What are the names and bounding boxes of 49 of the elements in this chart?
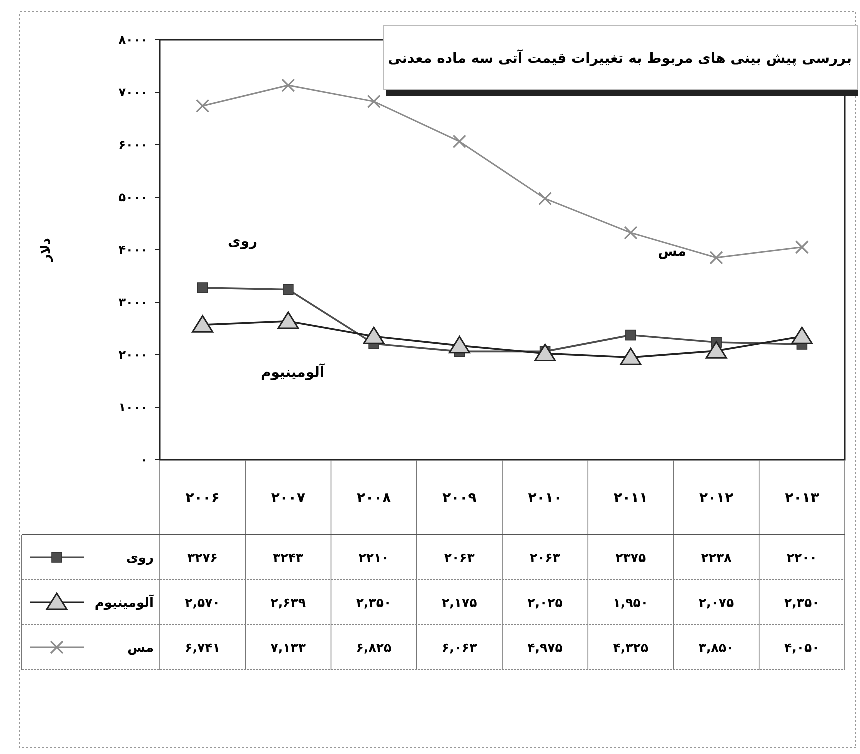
y-tick-label: ۳۰۰۰ [118,296,148,310]
x-tick-label: ۲۰۰۷ [271,490,306,506]
data-label: ۲,۱۷۵ [442,594,478,610]
x-tick-label: ۲۰۱۳ [785,490,820,506]
x-tick-label: ۲۰۰۶ [186,490,220,506]
data-label: ۲,۰۷۵ [698,594,735,610]
data-label: ۲,۳۵۰ [784,594,820,610]
y-tick-label: ۱۰۰۰ [118,400,148,415]
x-tick-label: ۲۰۰۹ [442,490,478,506]
data-label: ۳,۸۵۰ [698,640,734,655]
text: آلومینیوم [260,365,325,382]
data-label: ۲۰۶۳ [444,550,476,565]
data-label: ۴,۹۷۵ [528,640,564,655]
data-label: ۶,۷۴۱ [185,640,220,655]
data-label: ۲,۵۷۰ [185,594,220,610]
legend-label: آلومینیوم [94,594,155,612]
data-label: ۷,۱۳۳ [270,640,306,655]
x-tick-label: ۲۰۱۲ [699,490,734,506]
series-label: مس [658,244,687,260]
text: بررسی پیش بینی های مربوط به تغییرات قیمت آتی سه ماده معدنی [388,49,852,67]
data-label: ۳۲۷۶ [188,550,218,565]
data-label: ۲۲۰۰ [786,550,818,565]
data-label: ۶,۰۶۳ [442,640,478,655]
y-tick-label: ۵۰۰۰ [118,190,148,205]
data-label: ۲۳۷۵ [616,550,647,565]
y-tick-label: ۶۰۰۰ [118,138,148,152]
data-label: ۲,۰۲۵ [528,594,564,610]
y-tick-label: ۸۰۰۰ [118,33,148,48]
data-label: ۲,۶۳۹ [270,594,306,610]
y-tick-label: ۰ [140,453,148,468]
x-tick-label: ۲۰۱۱ [614,490,648,506]
y-tick-label: ۴۰۰۰ [118,243,148,258]
data-label: ۲۰۶۳ [530,550,561,565]
data-label: ۴,۳۲۵ [613,640,649,655]
data-label: ۴,۰۵۰ [784,640,820,655]
data-label: ۲۲۱۰ [358,550,390,565]
data-label: ۲۲۳۸ [701,550,732,565]
text: مس [128,641,154,656]
x-tick-label: ۲۰۰۸ [356,490,392,506]
text: روی [126,551,154,566]
x-tick-label: ۲۰۱۰ [528,490,562,506]
data-label: ۲,۳۵۰ [356,594,392,610]
text: روی [228,234,258,250]
y-tick-label: ۷۰۰۰ [118,86,148,100]
data-label: ۱,۹۵۰ [613,594,649,610]
data-label: ۶,۸۲۵ [356,640,392,655]
y-tick-label: ۲۰۰۰ [118,348,148,362]
data-label: ۳۲۴۳ [273,550,304,565]
y-axis-title: دلار [39,238,54,263]
